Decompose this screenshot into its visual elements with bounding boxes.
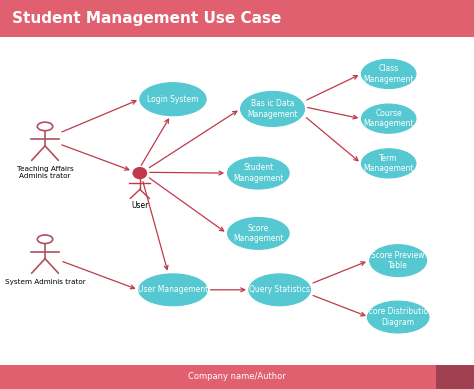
Ellipse shape (228, 157, 289, 189)
Ellipse shape (367, 301, 429, 333)
Text: Teaching Affairs
Adminis trator: Teaching Affairs Adminis trator (17, 166, 73, 179)
Ellipse shape (370, 245, 427, 277)
Ellipse shape (228, 217, 289, 249)
Ellipse shape (361, 104, 416, 133)
Text: Query Statistics: Query Statistics (249, 285, 310, 294)
Text: Student Management Use Case: Student Management Use Case (12, 11, 281, 26)
Ellipse shape (138, 274, 207, 306)
FancyBboxPatch shape (436, 365, 474, 389)
Text: Score Distribution
Diagram: Score Distribution Diagram (364, 307, 433, 327)
Text: Class
Management: Class Management (364, 64, 414, 84)
Text: User Management: User Management (138, 285, 208, 294)
Ellipse shape (361, 60, 416, 88)
Text: Term
Management: Term Management (364, 154, 414, 173)
Text: Score
Management: Score Management (233, 224, 283, 243)
Ellipse shape (249, 274, 310, 306)
Text: System Adminis trator: System Adminis trator (5, 279, 85, 285)
Circle shape (133, 168, 146, 179)
Text: Company name/Author: Company name/Author (188, 372, 286, 382)
Text: Score Preview
Table: Score Preview Table (372, 251, 425, 270)
Ellipse shape (361, 149, 416, 178)
Text: Student
Management: Student Management (233, 163, 283, 183)
Ellipse shape (140, 83, 206, 116)
Text: User: User (131, 201, 148, 210)
Text: Bas ic Data
Management: Bas ic Data Management (247, 99, 298, 119)
FancyBboxPatch shape (0, 0, 474, 37)
Text: Course
Management: Course Management (364, 109, 414, 128)
Ellipse shape (240, 91, 304, 126)
Text: Login System: Login System (147, 95, 199, 104)
FancyBboxPatch shape (0, 365, 436, 389)
